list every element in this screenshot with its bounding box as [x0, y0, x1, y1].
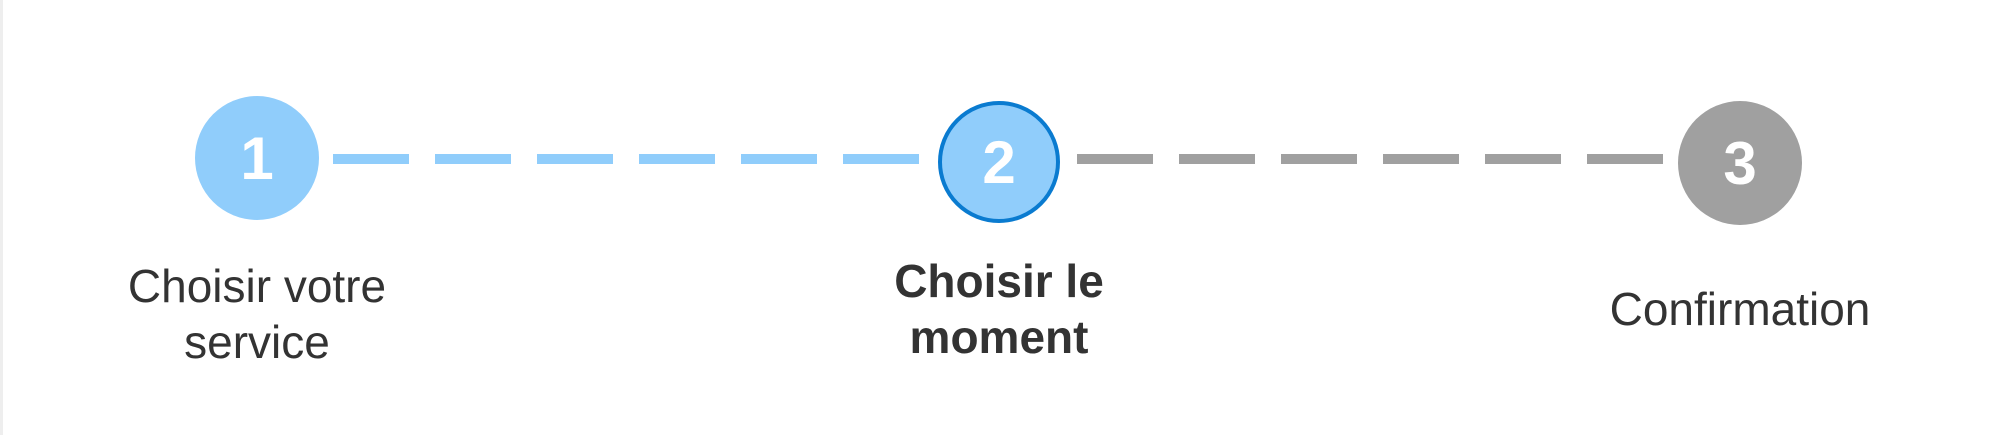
step-1-circle: 1 — [195, 96, 319, 220]
page-edge — [0, 0, 3, 435]
step-2-circle: 2 — [938, 101, 1060, 223]
step-2-number: 2 — [982, 128, 1016, 196]
step-1-number: 1 — [240, 124, 274, 192]
step-2-label: Choisir le moment — [894, 255, 1104, 363]
step-choose-time[interactable]: 2 Choisir le moment — [839, 101, 1159, 365]
step-3-circle: 3 — [1678, 101, 1802, 225]
step-3-label: Confirmation — [1609, 283, 1871, 335]
step-choose-service[interactable]: 1 Choisir votre service — [97, 96, 417, 370]
step-3-number: 3 — [1723, 129, 1757, 197]
connector-upcoming — [1077, 154, 1665, 164]
step-confirmation[interactable]: 3 Confirmation — [1580, 101, 1900, 337]
step-1-label: Choisir votre service — [127, 260, 387, 368]
connector-completed — [333, 154, 923, 164]
